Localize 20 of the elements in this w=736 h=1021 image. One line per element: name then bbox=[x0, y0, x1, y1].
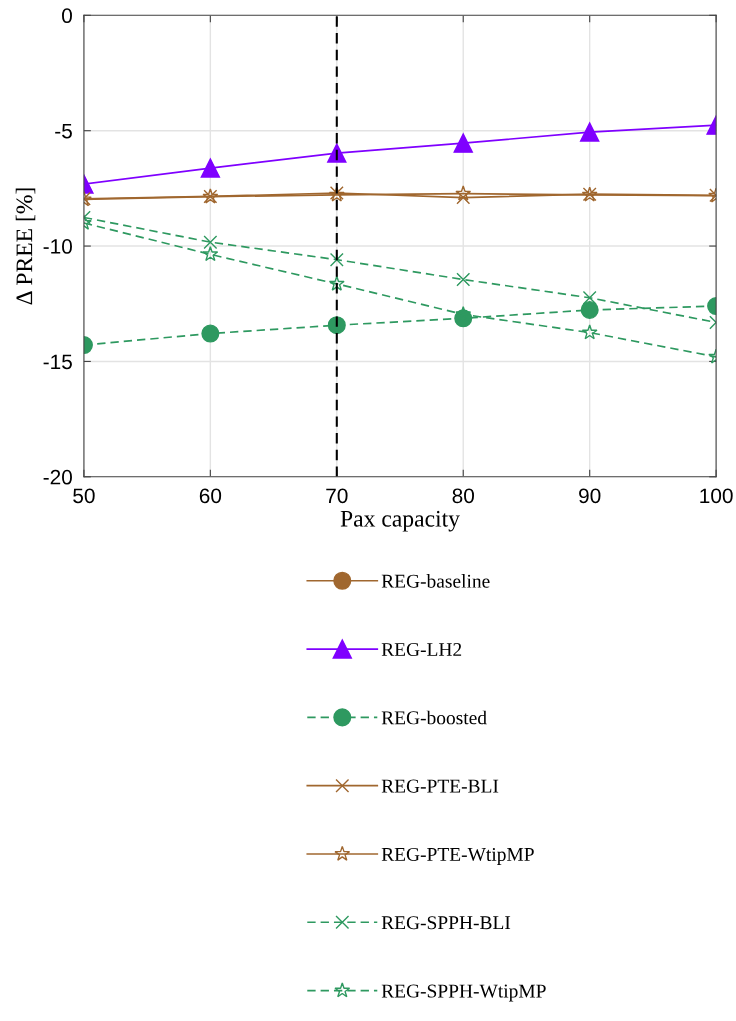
x-tick-label: 70 bbox=[326, 488, 348, 504]
y-tick-label: -20 bbox=[43, 469, 72, 485]
x-tick-label: 100 bbox=[700, 488, 733, 504]
x-tick-label: 90 bbox=[579, 488, 601, 504]
legend-label: REG-boosted bbox=[381, 710, 487, 725]
legend-label: REG-LH2 bbox=[381, 642, 462, 657]
y-tick-label: 0 bbox=[62, 8, 72, 24]
x-tick-label: 60 bbox=[199, 488, 222, 504]
legend-label: REG-baseline bbox=[381, 574, 490, 588]
x-tick-label: 80 bbox=[452, 488, 475, 504]
legend-label: REG-SPPH-BLI bbox=[381, 916, 511, 930]
legend-label: REG-PTE-WtipMP bbox=[381, 847, 534, 865]
y-tick-label: -10 bbox=[43, 239, 72, 254]
x-axis-title: Pax capacity bbox=[340, 510, 460, 532]
x-tick-label: 50 bbox=[73, 488, 95, 504]
y-tick-label: -5 bbox=[55, 123, 72, 139]
legend-label: REG-PTE-BLI bbox=[381, 779, 499, 793]
y-axis-title: Δ PREE [%] bbox=[15, 188, 36, 305]
y-tick-label: -15 bbox=[43, 354, 72, 370]
legend-label: REG-SPPH-WtipMP bbox=[381, 984, 546, 1002]
